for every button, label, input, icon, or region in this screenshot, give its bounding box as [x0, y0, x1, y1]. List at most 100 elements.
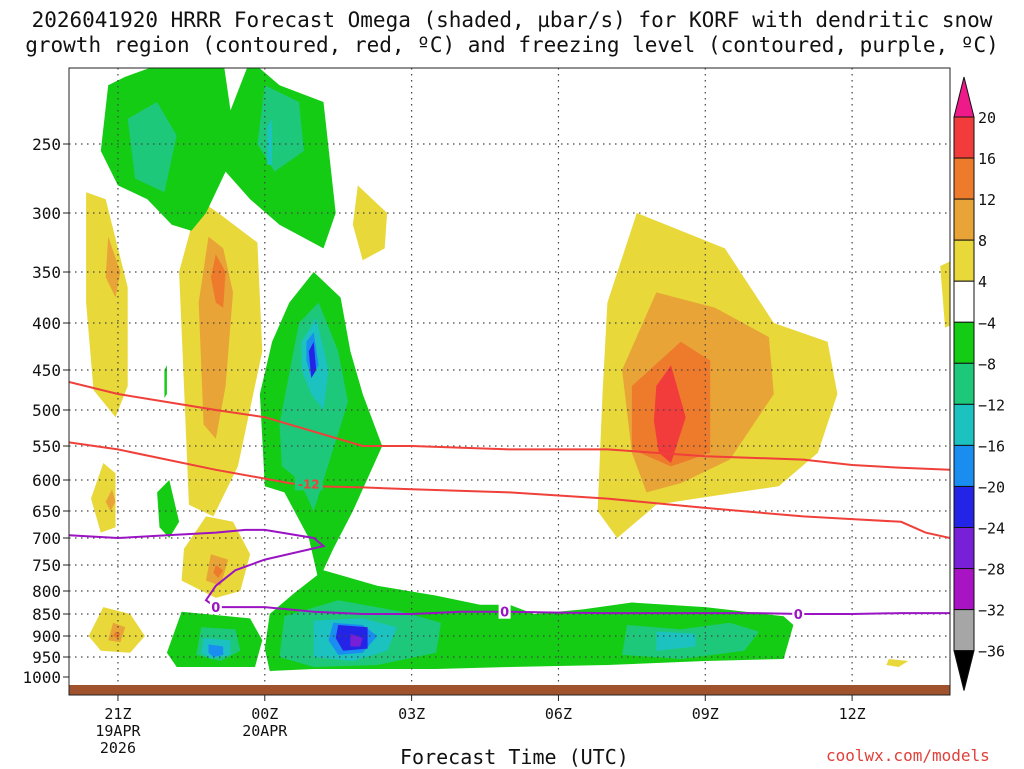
colorbar-label: −4 — [978, 314, 996, 332]
colorbar-label: −12 — [978, 396, 1005, 414]
y-tick-label: 550 — [32, 437, 61, 456]
omega-fill-level — [157, 480, 180, 538]
colorbar-label: −32 — [978, 602, 1005, 620]
omega-region-far-left-column — [86, 192, 128, 418]
freezing-label-bg — [209, 599, 222, 615]
omega-fill-level — [653, 365, 686, 463]
chart-title-line1: 2026041920 HRRR Forecast Omega (shaded, … — [31, 8, 993, 32]
omega-region-central-plume — [259, 272, 383, 581]
colorbar-bin — [953, 280, 975, 323]
freezing-label: 0 — [794, 608, 803, 623]
dendritic-contour — [69, 441, 950, 539]
freezing-label-bg — [792, 605, 805, 621]
omega-fill-level — [113, 631, 121, 639]
colorbar-label: 16 — [978, 150, 996, 168]
omega-fill-level — [210, 254, 226, 308]
x-tick-label: 00Z — [251, 705, 278, 723]
colorbar-bottom-arrow — [953, 650, 975, 691]
contour-label-bg — [294, 476, 323, 491]
omega-fill-level — [91, 463, 116, 533]
x-tick-label: 20APR — [242, 722, 288, 740]
colorbar-bin — [953, 444, 975, 487]
y-tick-label: 1000 — [22, 668, 61, 687]
omega-fill-level — [940, 261, 950, 328]
y-tick-label: 500 — [32, 401, 61, 420]
x-tick-label: 2026 — [100, 739, 136, 757]
colorbar-bin — [953, 485, 975, 529]
colorbar: 20 16 12 8 4 −4 −8 −12 −16 −20 −24 −28 −32 −36 — [953, 76, 1005, 691]
freezing-level-contour — [69, 528, 950, 615]
omega-region-left-column-b — [179, 199, 263, 517]
y-tick-label: 350 — [32, 263, 61, 282]
freezing-label: 0 — [500, 606, 509, 621]
colorbar-bin — [953, 239, 975, 282]
omega-fill-level — [86, 192, 128, 418]
gridlines — [69, 68, 950, 685]
colorbar-label: −28 — [978, 561, 1005, 579]
omega-fill-level — [213, 565, 224, 578]
omega-fill-level — [279, 302, 348, 511]
omega-region-low-main-blob — [264, 570, 794, 671]
colorbar-label: 12 — [978, 191, 996, 209]
colorbar-label: −36 — [978, 643, 1005, 661]
omega-region-top-left-negative — [100, 68, 336, 249]
omega-region-thin-green-mid — [157, 365, 180, 538]
dendritic-contour — [69, 381, 950, 471]
colorbar-bin — [953, 157, 975, 200]
colorbar-label: −24 — [978, 520, 1005, 538]
omega-fill-level — [352, 185, 388, 261]
ground-strip — [69, 685, 950, 695]
omega-region-far-left-low — [88, 607, 145, 653]
omega-region-low-left-blob — [166, 611, 263, 667]
y-tick-label: 850 — [32, 605, 61, 624]
omega-region-small-yellow-mid — [352, 185, 388, 261]
colorbar-label: −20 — [978, 478, 1005, 496]
freezing-label: 0 — [211, 601, 220, 616]
colorbar-label: 8 — [978, 232, 987, 250]
y-tick-label: 900 — [32, 627, 61, 646]
y-tick-label: 650 — [32, 502, 61, 521]
colorbar-bin — [953, 321, 975, 364]
y-tick-label: 950 — [32, 648, 61, 667]
colorbar-bin — [953, 362, 975, 405]
colorbar-bin — [953, 403, 975, 446]
y-tick-label: 250 — [32, 135, 61, 154]
x-axis-title: Forecast Time (UTC) — [400, 745, 629, 769]
colorbar-label: −16 — [978, 437, 1005, 455]
y-tick-label: 700 — [32, 529, 61, 548]
omega-fill-level — [656, 631, 696, 651]
omega-fill-level — [308, 341, 317, 378]
omega-fill-level — [164, 365, 167, 398]
y-axis: 250 300 350 400 450 500 550 600 650 700 750 800 850 9… — [22, 135, 69, 687]
freezing-label-bg — [498, 603, 511, 619]
contour-label: -12 — [298, 477, 320, 491]
omega-region-far-left-mid — [91, 463, 116, 533]
x-tick-label: 09Z — [692, 705, 719, 723]
colorbar-bin — [953, 527, 975, 570]
source-credit: coolwx.com/models — [826, 746, 990, 765]
colorbar-top-arrow — [953, 76, 975, 118]
colorbar-label: −8 — [978, 355, 996, 373]
omega-fill-level — [127, 102, 177, 193]
omega-region-left-lower-b — [181, 516, 251, 598]
chart-title-line2: growth region (contoured, red, ºC) and f… — [25, 33, 999, 57]
x-tick-label: 12Z — [839, 705, 866, 723]
y-tick-label: 800 — [32, 582, 61, 601]
omega-fill-level — [105, 236, 121, 298]
omega-fill-level — [350, 633, 363, 647]
omega-region-bottom-right-yellow — [886, 659, 909, 667]
x-tick-label: 03Z — [398, 705, 425, 723]
contour-lines: -12 0 0 0 — [69, 381, 950, 623]
colorbar-label: 20 — [978, 109, 996, 127]
y-tick-label: 450 — [32, 361, 61, 380]
colorbar-bin — [953, 609, 975, 652]
x-tick-label: 06Z — [545, 705, 572, 723]
colorbar-label: 4 — [978, 273, 987, 291]
omega-fill-level — [208, 644, 224, 657]
omega-fill-level — [105, 489, 116, 511]
y-tick-label: 600 — [32, 471, 61, 490]
y-tick-label: 300 — [32, 204, 61, 223]
y-tick-label: 750 — [32, 556, 61, 575]
colorbar-bin — [953, 568, 975, 611]
